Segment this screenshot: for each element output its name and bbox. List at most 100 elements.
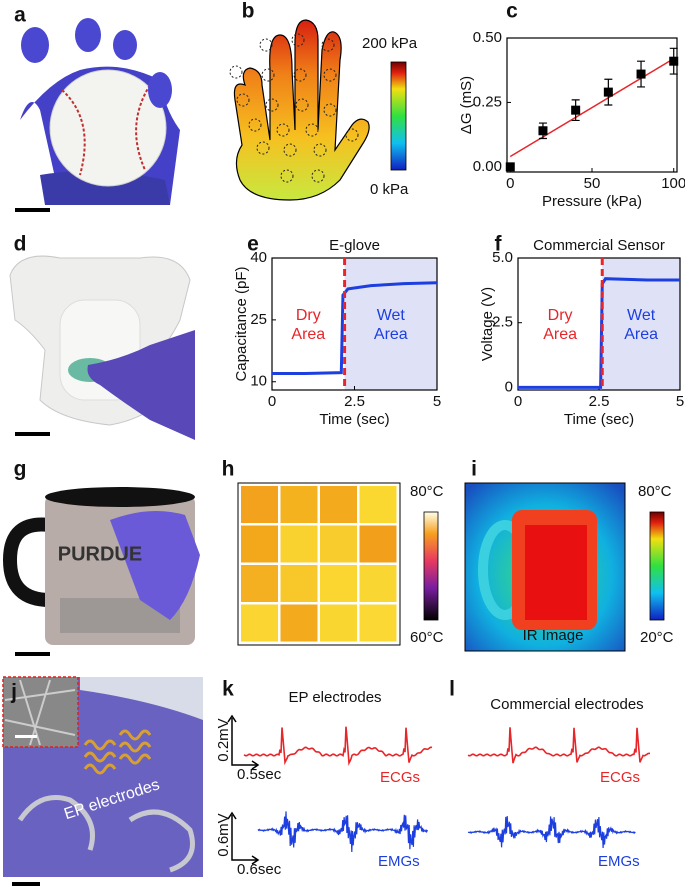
chart-title: Commercial Sensor bbox=[533, 237, 665, 254]
annotation: Dry bbox=[296, 307, 321, 324]
fit-line bbox=[509, 57, 675, 158]
y-tick-label: 0.50 bbox=[473, 29, 502, 46]
heat-cell bbox=[280, 565, 318, 602]
heat-cell bbox=[241, 525, 278, 563]
data-point bbox=[669, 56, 679, 66]
shaded-region bbox=[344, 258, 437, 390]
emg-trace bbox=[467, 816, 636, 849]
panel-label: d bbox=[14, 233, 27, 256]
y-tick-label: 25 bbox=[250, 311, 267, 328]
heat-cell bbox=[280, 486, 318, 523]
heat-cell bbox=[241, 604, 278, 642]
hand-map bbox=[229, 19, 407, 201]
x-axis-label: Pressure (kPa) bbox=[542, 193, 642, 210]
x-tick-label: 2.5 bbox=[589, 393, 610, 410]
y-axis-label: ΔG (mS) bbox=[458, 76, 475, 134]
y-tick-label: 10 bbox=[250, 373, 267, 390]
heat-cell bbox=[320, 486, 357, 523]
panel-label: c bbox=[506, 0, 518, 23]
scale-label: 200 kPa bbox=[362, 35, 418, 52]
x-tick-label: 0 bbox=[268, 393, 276, 410]
x-axis-label: Time (sec) bbox=[319, 411, 389, 428]
scale-label: 20°C bbox=[640, 629, 674, 646]
panel-label: l bbox=[449, 678, 455, 701]
scale-label: 60°C bbox=[410, 629, 444, 646]
panel-label: e bbox=[247, 233, 259, 256]
panel-label: a bbox=[14, 4, 26, 27]
scale-bars bbox=[227, 714, 260, 865]
annotation: Area bbox=[624, 326, 658, 343]
x-axis-label: Time (sec) bbox=[564, 411, 634, 428]
y-tick-label: 5.0 bbox=[492, 249, 513, 266]
chart-title: E-glove bbox=[329, 237, 380, 254]
scale-label: 80°C bbox=[410, 483, 444, 500]
heat-cell bbox=[241, 486, 278, 523]
heat-cell bbox=[359, 565, 397, 602]
y-tick-label: 2.5 bbox=[492, 314, 513, 331]
ecg-trace bbox=[467, 727, 651, 764]
heatmap bbox=[237, 482, 439, 646]
heat-cell bbox=[280, 604, 318, 642]
annotation: Wet bbox=[627, 307, 656, 324]
plot-frame bbox=[506, 37, 678, 173]
x-tick-label: 0 bbox=[514, 393, 522, 410]
data-point bbox=[571, 105, 581, 115]
annotation: Wet bbox=[377, 307, 406, 324]
data-point bbox=[636, 69, 646, 79]
signal-label: ECGs bbox=[600, 769, 640, 786]
signal-label: EMGs bbox=[598, 853, 640, 870]
heat-cell bbox=[320, 604, 357, 642]
annotation: Area bbox=[374, 326, 408, 343]
photo-a bbox=[5, 18, 190, 212]
emg-trace bbox=[257, 811, 428, 853]
heat-cell bbox=[359, 486, 397, 523]
heat-cell bbox=[320, 525, 357, 563]
x-tick-label: 5 bbox=[433, 393, 441, 410]
y-tick-label: 40 bbox=[250, 249, 267, 266]
data-point bbox=[505, 162, 515, 172]
annotation: Area bbox=[291, 326, 325, 343]
panel-label: b bbox=[242, 0, 255, 23]
scale-label: 0.5sec bbox=[237, 766, 282, 783]
x-tick-label: 50 bbox=[584, 175, 601, 192]
x-tick-label: 0 bbox=[506, 175, 514, 192]
photo-d bbox=[9, 255, 195, 440]
panel-label: g bbox=[14, 458, 27, 481]
panel-label: i bbox=[471, 458, 477, 481]
y-axis-label: Voltage (V) bbox=[479, 287, 496, 361]
photo-g bbox=[2, 487, 200, 656]
heat-cell bbox=[320, 565, 357, 602]
annotation: Area bbox=[543, 326, 577, 343]
panel-label: h bbox=[222, 458, 235, 481]
scale-label: 0.2mV bbox=[215, 718, 232, 761]
heat-cell bbox=[359, 604, 397, 642]
x-tick-label: 2.5 bbox=[344, 393, 365, 410]
data-point bbox=[603, 87, 613, 97]
x-tick-label: 100 bbox=[661, 175, 685, 192]
scale-label: 0.6mV bbox=[215, 813, 232, 856]
signal-label: ECGs bbox=[380, 769, 420, 786]
scale-label: 80°C bbox=[638, 483, 672, 500]
panel-label: j bbox=[10, 681, 17, 704]
panel-label: f bbox=[495, 233, 503, 256]
heat-cell bbox=[359, 525, 397, 563]
ecg-trace bbox=[243, 726, 433, 766]
ir-image bbox=[464, 482, 665, 652]
heat-cell bbox=[241, 565, 278, 602]
signal-label: EMGs bbox=[378, 853, 420, 870]
x-tick-label: 5 bbox=[676, 393, 684, 410]
y-axis-label: Capacitance (pF) bbox=[233, 266, 250, 381]
mug-text: PURDUE bbox=[58, 543, 142, 565]
ir-caption: IR Image bbox=[523, 627, 584, 644]
scale-label: 0 kPa bbox=[370, 181, 409, 198]
annotation: Dry bbox=[548, 307, 573, 324]
y-tick-label: 0.00 bbox=[473, 158, 502, 175]
scale-label: 0.6sec bbox=[237, 861, 282, 878]
signal-traces bbox=[243, 726, 651, 853]
heat-cell bbox=[280, 525, 318, 563]
data-point bbox=[538, 126, 548, 136]
panel-label: k bbox=[222, 678, 234, 701]
photo-j bbox=[2, 676, 203, 886]
panel-title: Commercial electrodes bbox=[490, 696, 643, 713]
